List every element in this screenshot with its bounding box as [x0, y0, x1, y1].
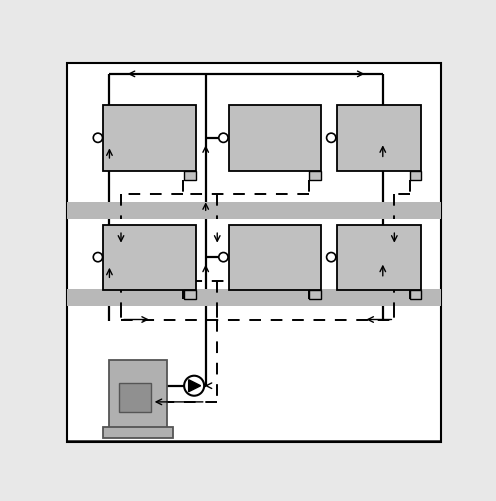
Bar [410, 291, 421, 300]
Polygon shape [188, 380, 201, 392]
Bar [103, 427, 173, 438]
Circle shape [219, 134, 228, 143]
Bar [67, 202, 441, 219]
Bar [103, 225, 196, 291]
Bar [229, 225, 321, 291]
Bar [184, 291, 196, 300]
Bar [309, 171, 321, 181]
Circle shape [326, 253, 336, 262]
Bar [119, 383, 151, 412]
Bar [184, 171, 196, 181]
Bar [110, 360, 167, 429]
Bar [337, 106, 421, 171]
Bar [67, 289, 441, 306]
Circle shape [326, 134, 336, 143]
Bar [103, 106, 196, 171]
Circle shape [184, 376, 204, 396]
Circle shape [93, 134, 103, 143]
Circle shape [93, 253, 103, 262]
Bar [309, 291, 321, 300]
Bar [337, 225, 421, 291]
Bar [229, 106, 321, 171]
Circle shape [219, 253, 228, 262]
Bar [410, 171, 421, 181]
